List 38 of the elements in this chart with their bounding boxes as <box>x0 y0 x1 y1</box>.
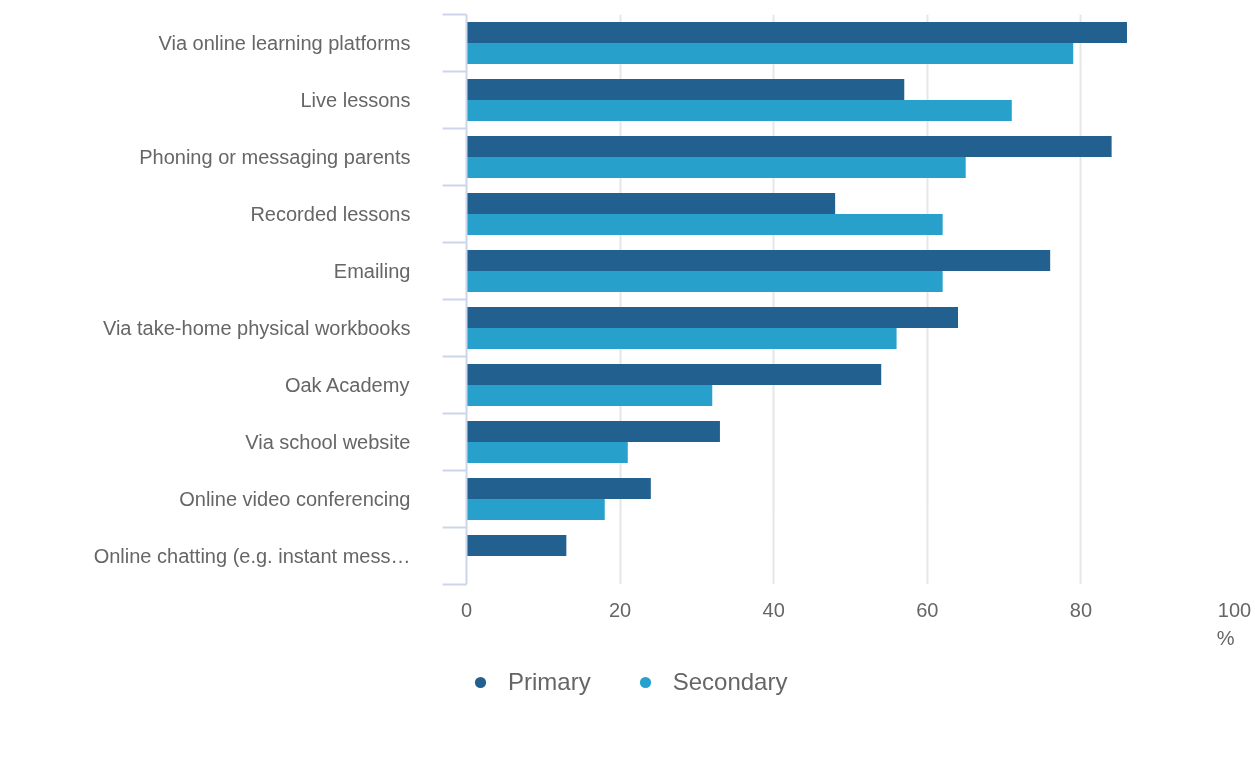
y-tick-label: Via online learning platforms <box>158 32 411 54</box>
y-tick-label: Recorded lessons <box>250 203 411 225</box>
x-tick-label: 0 <box>460 598 473 621</box>
y-tick-label: Via school website <box>245 431 411 453</box>
bar <box>466 271 943 293</box>
bar <box>466 157 966 179</box>
bar <box>466 363 882 385</box>
bar <box>466 78 905 100</box>
x-tick-label: 100 <box>1217 598 1252 621</box>
y-tick-label: Via take-home physical workbooks <box>102 317 411 339</box>
bar <box>466 21 1127 43</box>
bar <box>466 214 943 236</box>
x-tick-label: 40 <box>762 598 785 621</box>
y-tick-label: Live lessons <box>300 89 411 111</box>
x-tick-label: 80 <box>1069 598 1093 621</box>
bar <box>466 328 897 350</box>
x-axis-title: % <box>1216 626 1235 649</box>
x-tick-label: 20 <box>608 598 632 621</box>
y-tick-label: Online video conferencing <box>179 488 411 510</box>
bar <box>466 100 1012 122</box>
bar <box>466 385 713 407</box>
bar <box>466 499 605 521</box>
bar <box>466 306 959 328</box>
y-tick-label: Oak Academy <box>284 374 410 396</box>
x-tick-label: 60 <box>916 598 939 621</box>
legend-label: Secondary <box>672 668 788 696</box>
bar <box>466 442 628 464</box>
bar <box>466 534 567 556</box>
y-tick-label: Phoning or messaging parents <box>139 146 411 168</box>
y-tick-label: Online chatting (e.g. instant mess… <box>93 545 411 567</box>
legend-label: Primary <box>508 668 591 696</box>
bar <box>466 192 836 214</box>
bar <box>466 43 1074 65</box>
bar <box>466 249 1051 271</box>
bar <box>466 477 651 499</box>
bar <box>466 420 720 442</box>
y-tick-label: Emailing <box>333 260 411 282</box>
bar <box>466 135 1112 157</box>
